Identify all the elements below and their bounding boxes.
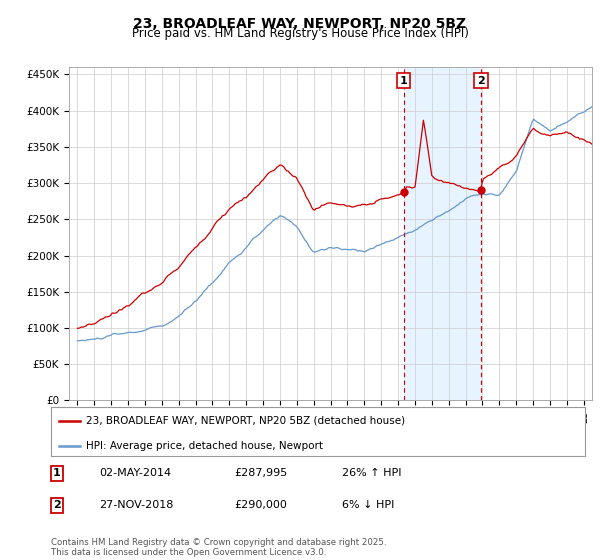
Text: 6% ↓ HPI: 6% ↓ HPI <box>342 500 394 510</box>
Text: £290,000: £290,000 <box>234 500 287 510</box>
Bar <box>404 67 481 400</box>
Text: 27-NOV-2018: 27-NOV-2018 <box>99 500 173 510</box>
Text: 2: 2 <box>53 500 61 510</box>
Text: £287,995: £287,995 <box>234 468 287 478</box>
Point <box>476 186 486 195</box>
Text: Contains HM Land Registry data © Crown copyright and database right 2025.
This d: Contains HM Land Registry data © Crown c… <box>51 538 386 557</box>
Text: 1: 1 <box>400 76 407 86</box>
Text: 23, BROADLEAF WAY, NEWPORT, NP20 5BZ: 23, BROADLEAF WAY, NEWPORT, NP20 5BZ <box>133 17 467 31</box>
Text: HPI: Average price, detached house, Newport: HPI: Average price, detached house, Newp… <box>86 441 323 451</box>
Point <box>399 187 409 196</box>
Text: 2: 2 <box>477 76 485 86</box>
Text: 23, BROADLEAF WAY, NEWPORT, NP20 5BZ (detached house): 23, BROADLEAF WAY, NEWPORT, NP20 5BZ (de… <box>86 416 405 426</box>
Text: 02-MAY-2014: 02-MAY-2014 <box>99 468 171 478</box>
Text: 1: 1 <box>53 468 61 478</box>
Text: Price paid vs. HM Land Registry's House Price Index (HPI): Price paid vs. HM Land Registry's House … <box>131 27 469 40</box>
Text: 26% ↑ HPI: 26% ↑ HPI <box>342 468 401 478</box>
